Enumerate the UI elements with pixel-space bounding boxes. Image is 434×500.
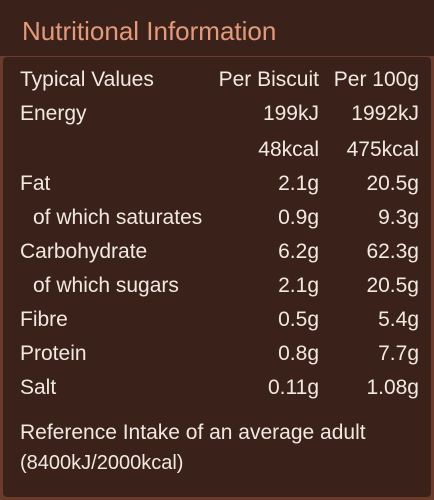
per-biscuit-value: 0.9g	[278, 206, 319, 229]
per-100g-value: 1.08g	[366, 376, 419, 399]
row-label: Energy	[20, 102, 87, 125]
per-100g-value: 7.7g	[378, 342, 419, 365]
per-100g-value: 62.3g	[366, 240, 419, 263]
header-typical-values: Typical Values	[20, 68, 154, 91]
row-label: Fibre	[20, 308, 68, 331]
table-row-salt: Salt 0.11g 1.08g	[3, 372, 431, 404]
row-label: Fat	[20, 172, 51, 195]
table-row-protein: Protein 0.8g 7.7g	[3, 338, 431, 370]
row-label: Carbohydrate	[20, 240, 148, 263]
nutrition-table: Typical Values Per Biscuit Per 100g Ener…	[3, 57, 431, 497]
reference-intake-title: Reference Intake of an average adult	[20, 421, 366, 444]
table-row-sugars: of which sugars 2.1g 20.5g	[3, 270, 431, 302]
row-label: of which sugars	[33, 274, 179, 297]
per-biscuit-value: 199kJ	[262, 102, 319, 125]
per-biscuit-value: 6.2g	[278, 240, 319, 263]
per-biscuit-value: 0.8g	[278, 342, 319, 365]
per-biscuit-value: 2.1g	[278, 172, 319, 195]
header-per-100g: Per 100g	[333, 68, 419, 91]
title-bar: Nutritional Information	[0, 0, 434, 56]
row-label: of which saturates	[33, 206, 203, 229]
per-100g-value: 9.3g	[378, 206, 419, 229]
table-row-fibre: Fibre 0.5g 5.4g	[3, 304, 431, 336]
per-biscuit-value: 48kcal	[258, 138, 319, 161]
per-biscuit-value: 2.1g	[278, 274, 319, 297]
per-100g-value: 1992kJ	[351, 102, 419, 125]
page-title: Nutritional Information	[22, 16, 277, 46]
table-row-carbohydrate: Carbohydrate 6.2g 62.3g	[3, 236, 431, 268]
per-100g-value: 475kcal	[346, 138, 419, 161]
row-label: Protein	[20, 342, 87, 365]
table-header-row: Typical Values Per Biscuit Per 100g	[3, 64, 431, 96]
table-row-saturates: of which saturates 0.9g 9.3g	[3, 202, 431, 234]
reference-intake-subtitle: (8400kJ/2000kcal)	[20, 452, 184, 474]
row-label: Salt	[20, 376, 57, 399]
table-row-fat: Fat 2.1g 20.5g	[3, 168, 431, 200]
per-biscuit-value: 0.11g	[268, 376, 319, 399]
per-100g-value: 20.5g	[366, 172, 419, 195]
per-100g-value: 5.4g	[378, 308, 419, 331]
table-row-energy-kcal: 48kcal 475kcal	[3, 134, 431, 166]
per-100g-value: 20.5g	[366, 274, 419, 297]
table-row-energy-kj: Energy 199kJ 1992kJ	[3, 98, 431, 130]
header-per-biscuit: Per Biscuit	[218, 68, 319, 91]
per-biscuit-value: 0.5g	[278, 308, 319, 331]
